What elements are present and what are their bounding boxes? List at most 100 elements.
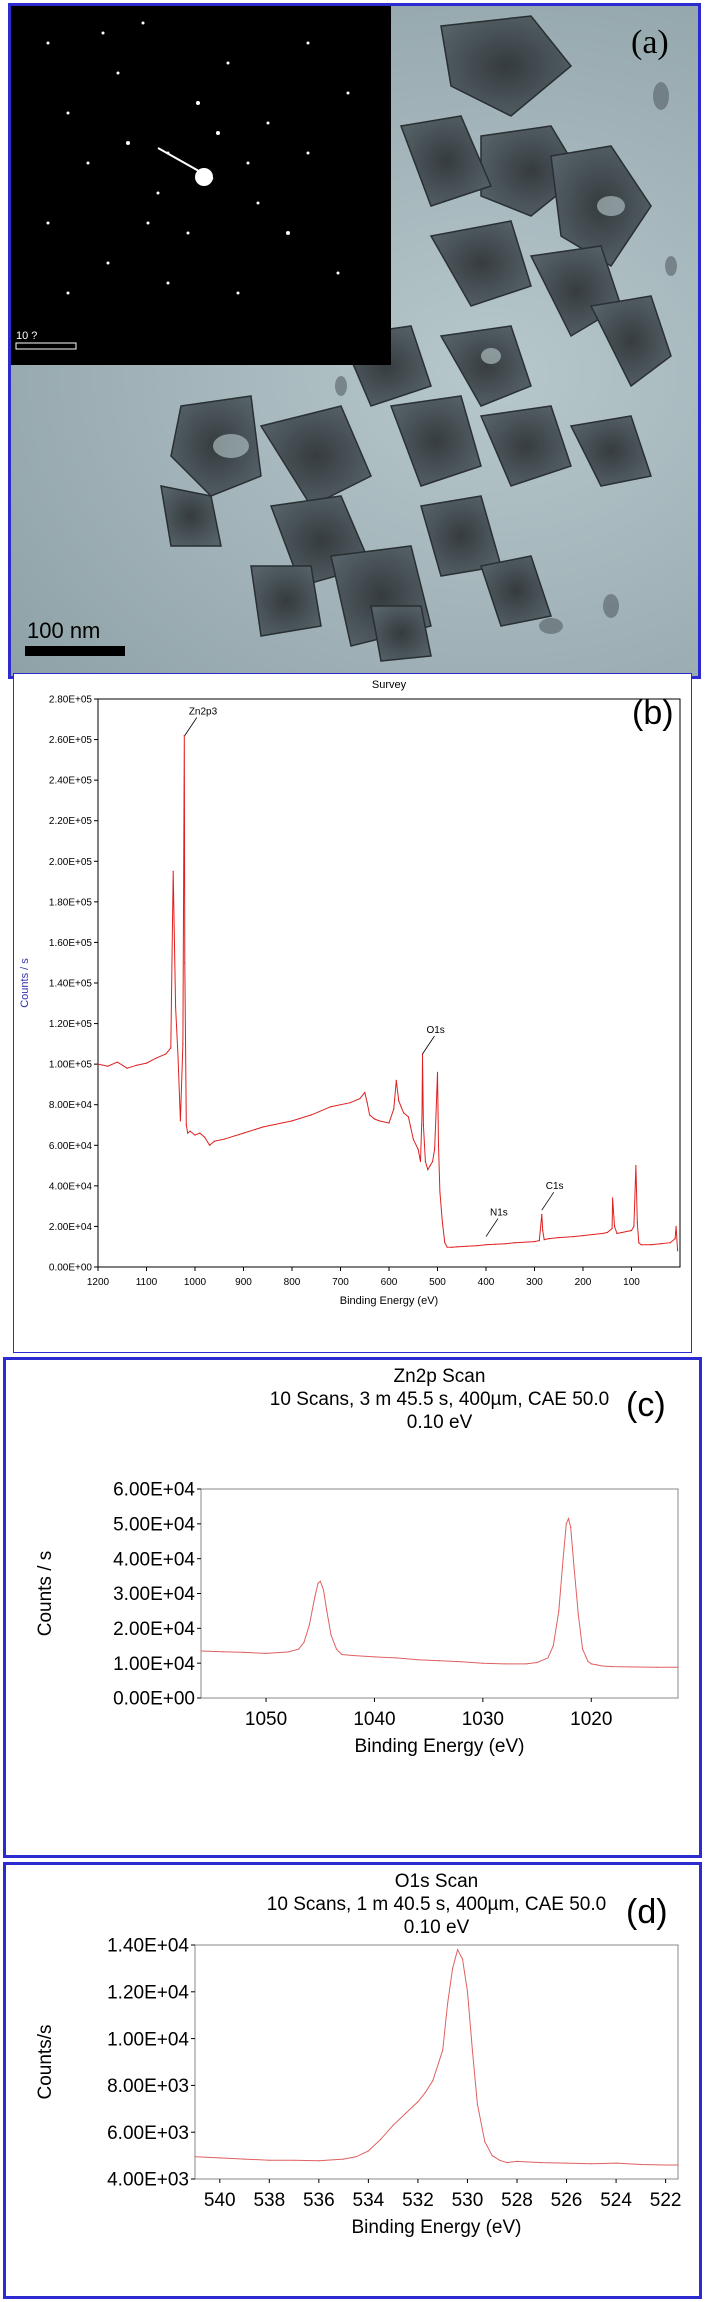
y-tick-label: 8.00E+04 bbox=[49, 1100, 93, 1111]
data-point bbox=[461, 1958, 464, 1960]
x-tick-label: 1050 bbox=[245, 1709, 287, 1730]
tem-image-panel: 10 ? 100 nm (a) bbox=[8, 3, 701, 679]
data-point bbox=[364, 1091, 366, 1094]
data-point bbox=[525, 1663, 527, 1665]
x-tick-label: 800 bbox=[284, 1277, 301, 1288]
data-point bbox=[407, 1116, 409, 1118]
data-point bbox=[175, 1006, 177, 1008]
y-axis-label: Counts/s bbox=[35, 2025, 56, 2100]
x-tick-label: 532 bbox=[402, 2190, 434, 2211]
data-point bbox=[373, 1656, 376, 1658]
data-point bbox=[262, 1126, 264, 1128]
x-tick-label: 400 bbox=[478, 1277, 495, 1288]
data-point bbox=[366, 1102, 368, 1104]
data-point bbox=[655, 1666, 657, 1668]
data-point bbox=[573, 1565, 575, 1567]
data-point bbox=[451, 1246, 453, 1248]
data-point bbox=[412, 1138, 414, 1140]
data-point bbox=[243, 2158, 246, 2160]
y-tick-label: 1.00E+05 bbox=[49, 1060, 93, 1071]
chart-d-panel: O1s Scan 10 Scans, 1 m 40.5 s, 400µm, CAE… bbox=[3, 1862, 702, 2299]
data-point bbox=[562, 1558, 564, 1560]
x-axis-label: Binding Energy (eV) bbox=[354, 1736, 524, 1757]
panel-label-a: (a) bbox=[631, 24, 669, 61]
plot-frame bbox=[194, 1944, 679, 2180]
series-line-0 bbox=[97, 735, 679, 1251]
x-tick-label: 1020 bbox=[570, 1709, 612, 1730]
data-point bbox=[322, 1589, 325, 1591]
data-point bbox=[293, 2159, 295, 2161]
y-axis-label: Counts / s bbox=[19, 958, 31, 1008]
y-tick-label: 5.00E+04 bbox=[113, 1514, 195, 1535]
panel-label: (b) bbox=[632, 694, 674, 732]
data-point bbox=[187, 1132, 189, 1134]
data-point bbox=[417, 1659, 419, 1661]
saed-inset: 10 ? bbox=[11, 6, 391, 365]
data-point bbox=[165, 1053, 167, 1055]
y-axis-label: Counts / s bbox=[35, 1551, 56, 1637]
data-point bbox=[303, 1641, 305, 1643]
data-point bbox=[326, 1610, 328, 1612]
data-point bbox=[427, 1169, 429, 1171]
x-tick-label: 900 bbox=[235, 1277, 252, 1288]
x-tick-label: 500 bbox=[429, 1277, 446, 1288]
chart-title: Survey bbox=[372, 679, 407, 691]
data-point bbox=[432, 2080, 434, 2082]
data-point bbox=[503, 1663, 506, 1665]
data-point bbox=[194, 2156, 196, 2158]
data-point bbox=[155, 1057, 157, 1059]
data-point bbox=[587, 1660, 589, 1662]
tem-particles bbox=[160, 15, 677, 662]
data-point bbox=[393, 1108, 395, 1110]
data-point bbox=[482, 1662, 484, 1664]
data-point bbox=[548, 1238, 550, 1240]
data-point bbox=[471, 2049, 473, 2051]
data-point bbox=[558, 1610, 560, 1612]
data-point bbox=[172, 870, 174, 872]
data-point bbox=[674, 1238, 676, 1240]
data-point bbox=[422, 1124, 424, 1126]
data-point bbox=[558, 1237, 560, 1239]
x-tick-label: 524 bbox=[600, 2190, 632, 2211]
y-tick-label: 4.00E+03 bbox=[107, 2170, 189, 2191]
x-tick-label: 1040 bbox=[353, 1709, 395, 1730]
x-tick-label: 1100 bbox=[136, 1277, 158, 1288]
chart-b-panel: Survey (b) 0.00E+00 2.00E+04 4.00E+04 6.00E+0… bbox=[13, 673, 692, 1353]
data-point bbox=[373, 1118, 375, 1120]
data-point bbox=[675, 1225, 677, 1227]
y-tick-label: 1.00E+04 bbox=[107, 2029, 189, 2050]
data-point bbox=[314, 1596, 316, 1598]
y-tick-label: 2.40E+05 bbox=[49, 776, 93, 787]
data-point bbox=[319, 1580, 321, 1582]
data-point bbox=[538, 1240, 540, 1242]
y-tick-label: 1.00E+04 bbox=[113, 1654, 195, 1675]
y-tick-label: 6.00E+03 bbox=[107, 2123, 189, 2144]
annotation-leader bbox=[485, 1218, 499, 1237]
chart-subtitle: 10 Scans, 3 m 45.5 s, 400µm, CAE 50.0 bbox=[270, 1389, 609, 1410]
data-point bbox=[677, 1666, 679, 1668]
data-point bbox=[380, 2138, 382, 2140]
series-line-0 bbox=[194, 1948, 678, 2166]
chart-c-panel: Zn2p Scan 10 Scans, 3 m 45.5 s, 400µm, CA… bbox=[3, 1357, 702, 1858]
data-point bbox=[194, 1134, 196, 1136]
x-tick-label: 700 bbox=[332, 1277, 349, 1288]
x-tick-label: 538 bbox=[253, 2190, 285, 2211]
x-tick-label: 300 bbox=[526, 1277, 543, 1288]
y-tick-label: 2.80E+05 bbox=[49, 695, 93, 706]
data-point bbox=[200, 1650, 202, 1652]
data-point bbox=[177, 1055, 179, 1057]
y-tick-label: 6.00E+04 bbox=[49, 1141, 93, 1152]
x-tick-label: 530 bbox=[452, 2190, 484, 2211]
panel-label: (c) bbox=[626, 1386, 666, 1424]
data-point bbox=[572, 1236, 574, 1238]
data-point bbox=[199, 1132, 201, 1134]
panel-label: (d) bbox=[626, 1893, 668, 1931]
annotation-label: Zn2p3 bbox=[189, 707, 218, 718]
data-point bbox=[204, 1136, 206, 1138]
data-point bbox=[291, 1120, 293, 1122]
x-tick-label: 536 bbox=[303, 2190, 335, 2211]
x-tick-label: 1200 bbox=[87, 1277, 110, 1288]
data-point bbox=[395, 1657, 397, 1659]
data-point bbox=[590, 2163, 592, 2165]
